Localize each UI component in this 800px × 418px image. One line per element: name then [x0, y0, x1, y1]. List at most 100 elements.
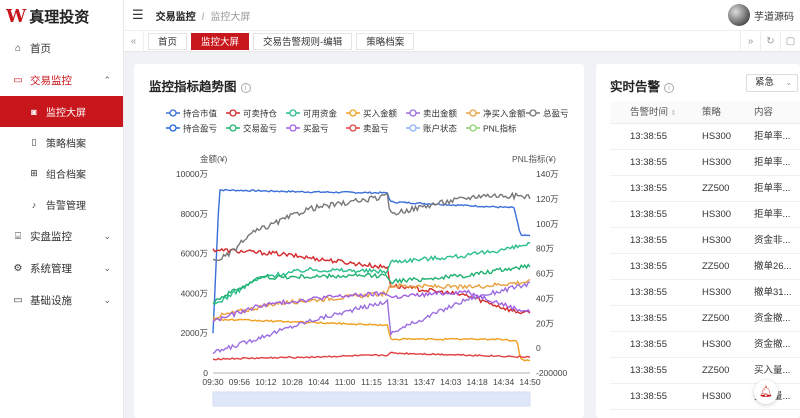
monitor-icon: ▭	[13, 294, 23, 306]
table-row[interactable]: 13:38:55 ZZ500 撤单26...	[610, 254, 800, 280]
refresh-icon[interactable]: ↻	[760, 31, 780, 52]
gear-icon: ⚙	[13, 262, 23, 274]
tab-strategy-archive[interactable]: 策略档案	[356, 32, 415, 50]
trend-chart-card: 监控指标趋势图 i 持合市值 可卖持仓 可用资金 买入金额 卖出金额 净买入金额 总盈亏 持合盈…	[134, 64, 584, 418]
logo-mark: W	[6, 5, 26, 27]
sidebar-item-monitor-screen[interactable]: ◙ 监控大屏	[0, 96, 123, 127]
legend-label: 买盈亏	[303, 124, 329, 134]
tabs-scroll-right-icon[interactable]: »	[740, 31, 760, 52]
sidebar-item-label: 监控大屏	[46, 108, 86, 119]
sidebar-item-infrastructure[interactable]: ▭ 基础设施 ⌄	[0, 284, 123, 316]
series-line	[212, 289, 531, 323]
alert-time: 13:38:55	[630, 365, 667, 376]
alert-strategy: HS300	[702, 131, 732, 142]
user-menu[interactable]: 芋道源码	[728, 4, 794, 26]
tab-monitor-screen[interactable]: 监控大屏	[191, 32, 250, 50]
sort-icon[interactable]: ⇕	[670, 110, 677, 117]
alert-strategy: ZZ500	[702, 261, 730, 272]
tab-alert-rule-edit[interactable]: 交易告警规则-编辑	[253, 32, 353, 50]
table-row[interactable]: 13:38:55 HS300 资金非...	[610, 228, 800, 254]
menu-toggle-icon[interactable]: ☰	[132, 7, 144, 22]
bell-icon[interactable]: 🔔︎	[754, 380, 778, 404]
alert-time: 13:38:55	[630, 209, 667, 220]
sidebar-item-trade-monitor[interactable]: ▭ 交易监控 ⌃	[0, 64, 123, 96]
legend-label: 卖出金额	[423, 109, 458, 119]
chevron-down-icon: ⌄	[785, 78, 792, 87]
table-row[interactable]: 13:38:55 HS300 撤单31...	[610, 280, 800, 306]
sidebar: W 真理投资 ⌂ 首页 ▭ 交易监控 ⌃ ◙ 监控大屏 ▯ 策略档案 ⊞ 组合档…	[0, 0, 124, 418]
alert-time: 13:38:55	[630, 235, 667, 246]
table-row[interactable]: 13:38:55 HS300 资金撤...	[610, 332, 800, 358]
legend-marker	[409, 124, 417, 132]
sidebar-item-live-monitor[interactable]: ⌸ 实盘监控 ⌄	[0, 220, 123, 252]
alert-time: 13:38:55	[630, 183, 667, 194]
top-header: ☰ 交易监控 / 监控大屏 芋道源码	[124, 0, 800, 31]
info-icon[interactable]: i	[664, 82, 675, 93]
table-row[interactable]: 13:38:55 ZZ500 资金撤...	[610, 306, 800, 332]
x-tick-label: 10:28	[282, 377, 304, 387]
alert-level-select[interactable]: 紧急 ⌄	[746, 74, 798, 92]
left-tick-label: 4000万	[181, 288, 208, 298]
tab-home[interactable]: 首页	[148, 32, 188, 50]
legend-label: 持合市值	[183, 109, 218, 119]
legend-label: PNL指标	[483, 124, 517, 134]
alert-time: 13:38:55	[630, 287, 667, 298]
sidebar-item-label: 告警管理	[46, 201, 86, 212]
alert-table-header: 告警时间 ⇕ 策略 内容	[610, 102, 800, 124]
table-row[interactable]: 13:38:55 ZZ500 买入量...	[610, 358, 800, 384]
zoom-slider-window	[213, 392, 530, 406]
home-icon: ⌂	[14, 42, 22, 54]
legend-label: 持合盈亏	[183, 124, 217, 134]
x-tick-label: 14:18	[467, 377, 489, 387]
sidebar-item-system-management[interactable]: ⚙ 系统管理 ⌄	[0, 252, 123, 284]
legend-marker	[169, 124, 177, 132]
tabs-bar: « 首页 监控大屏 交易告警规则-编辑 策略档案 » ↻ ▢	[124, 30, 800, 52]
left-tick-label: 6000万	[181, 249, 208, 259]
column-header-time[interactable]: 告警时间 ⇕	[630, 107, 677, 118]
tabs-menu-icon[interactable]: ▢	[780, 31, 800, 52]
avatar[interactable]	[728, 4, 750, 26]
alert-time: 13:38:55	[630, 313, 667, 324]
sidebar-item-alert-management[interactable]: ♪ 告警管理	[0, 189, 123, 220]
chart-card-title: 监控指标趋势图 i	[149, 76, 251, 95]
chevron-down-icon: ⌄	[103, 294, 111, 305]
alert-card-title: 实时告警 i	[610, 76, 675, 95]
alert-time: 13:38:55	[630, 131, 667, 142]
sidebar-item-label: 实盘监控	[30, 230, 72, 243]
left-tick-label: 10000万	[176, 169, 208, 179]
tabs-scroll-left-icon[interactable]: «	[124, 30, 144, 52]
alert-title-text: 实时告警	[610, 80, 661, 94]
table-row[interactable]: 13:38:55 ZZ500 拒单率...	[610, 176, 800, 202]
series-line	[212, 188, 531, 334]
series-line	[212, 278, 531, 320]
realtime-alert-card: 实时告警 i 紧急 ⌄ 告警时间 ⇕ 策略 内容 13:38:55 HS300 拒单率…	[596, 64, 800, 418]
breadcrumb-parent[interactable]: 交易监控	[155, 11, 196, 23]
alert-strategy: HS300	[702, 157, 732, 168]
sidebar-item-strategy-archive[interactable]: ▯ 策略档案	[0, 127, 123, 158]
app-logo[interactable]: W 真理投资	[0, 0, 123, 32]
alert-content: 拒单率...	[754, 157, 791, 168]
table-row[interactable]: 13:38:55 HS300 拒单率...	[610, 124, 800, 150]
table-row[interactable]: 13:38:55 HS300 拒单率...	[610, 202, 800, 228]
column-header-strategy: 策略	[702, 107, 722, 118]
legend-marker	[169, 109, 177, 117]
sidebar-item-home[interactable]: ⌂ 首页	[0, 32, 123, 64]
x-tick-label: 11:15	[361, 377, 382, 387]
table-row[interactable]: 13:38:55 HS300 拒单率...	[610, 150, 800, 176]
camera-icon: ◙	[31, 106, 37, 117]
alert-time: 13:38:55	[630, 339, 667, 350]
user-name[interactable]: 芋道源码	[754, 11, 794, 23]
right-tick-label: 100万	[536, 219, 559, 229]
legend-marker	[229, 109, 237, 117]
alert-content: 撤单31...	[754, 287, 792, 298]
breadcrumb-separator: /	[201, 11, 205, 23]
info-icon[interactable]: i	[240, 82, 251, 93]
alert-strategy: HS300	[702, 287, 732, 298]
grid-icon: ⊞	[30, 168, 38, 178]
sidebar-item-portfolio-archive[interactable]: ⊞ 组合档案	[0, 158, 123, 189]
right-tick-label: 60万	[536, 269, 554, 279]
legend-marker	[289, 109, 297, 117]
alert-strategy: ZZ500	[702, 183, 730, 194]
sidebar-item-label: 首页	[30, 42, 51, 55]
